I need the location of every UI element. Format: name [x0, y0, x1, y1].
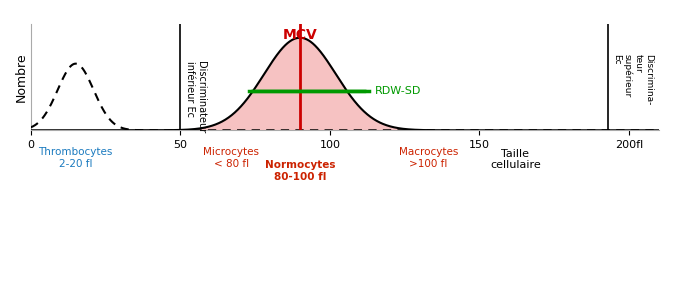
Text: Taille
cellulaire: Taille cellulaire — [490, 149, 541, 171]
Text: MCV: MCV — [283, 29, 317, 42]
Text: Discrimina-
teur
supérieur
Ec: Discrimina- teur supérieur Ec — [612, 54, 653, 106]
Y-axis label: Nombre: Nombre — [15, 52, 28, 102]
Text: Normocytes
80-100 fl: Normocytes 80-100 fl — [265, 160, 335, 181]
Text: RDW-SD: RDW-SD — [375, 86, 421, 96]
Text: Discriminateur
inférieur Ec: Discriminateur inférieur Ec — [185, 61, 206, 133]
Text: Macrocytes
>100 fl: Macrocytes >100 fl — [399, 147, 458, 168]
Text: Thrombocytes
2-20 fl: Thrombocytes 2-20 fl — [39, 147, 113, 168]
Text: Microcytes
< 80 fl: Microcytes < 80 fl — [203, 147, 259, 168]
